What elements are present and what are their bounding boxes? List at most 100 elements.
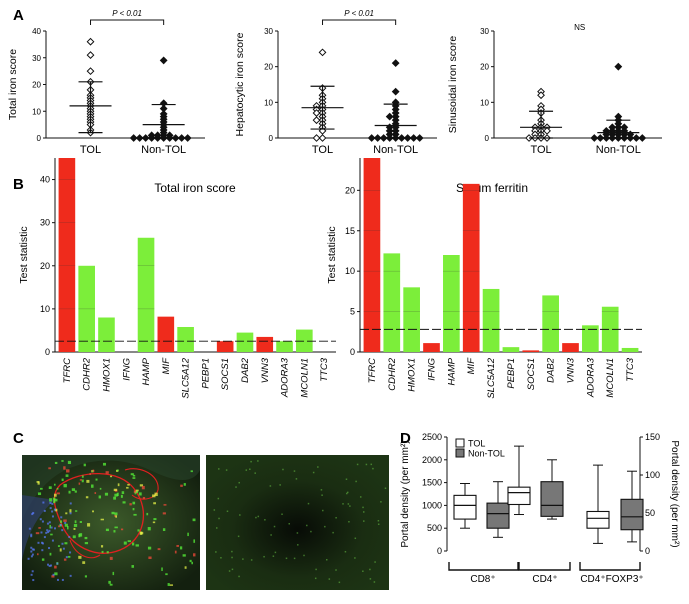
box-cd8-non-tol <box>486 502 510 529</box>
speckle <box>100 518 104 521</box>
speckle <box>59 548 62 552</box>
speckle <box>116 469 119 472</box>
box-cd4-tol <box>507 486 531 506</box>
speckle <box>306 524 308 527</box>
speckle <box>78 482 81 485</box>
speckle-blue <box>48 529 51 532</box>
speckle <box>73 527 76 530</box>
speckle <box>109 583 113 586</box>
data-point <box>312 109 321 117</box>
chart-total-iron-score-scatter: 0 10 20 30 40 Total iron score TOL Non-TOL P < 0… <box>7 9 205 156</box>
speckle <box>162 528 166 532</box>
bar-adora3 <box>582 325 599 352</box>
speckle <box>65 474 69 477</box>
category-label-ifng: IFNG <box>121 358 132 381</box>
speckle <box>133 513 137 516</box>
chart-hepatocytic-iron-score-scatter: 0 10 20 30 Hepatocytic iron score TOL Non-TOL P… <box>234 9 437 156</box>
speckle <box>71 488 76 491</box>
speckle <box>60 520 63 523</box>
speckle <box>52 497 56 501</box>
speckle-blue <box>68 535 71 538</box>
speckle <box>63 519 67 522</box>
y-tick-label: 10 <box>264 98 273 107</box>
bar-adora3 <box>276 341 293 352</box>
speckle <box>190 470 193 473</box>
speckle <box>362 511 365 513</box>
category-label-vnn3: VNN3 <box>566 357 577 383</box>
box-cd4-foxp3-non-tol <box>620 498 644 531</box>
bar-vnn3 <box>562 343 579 352</box>
category-label-hamp: HAMP <box>446 357 457 385</box>
speckle <box>61 478 64 482</box>
legend-swatch-tol <box>455 438 465 448</box>
y-tick-label: 0 <box>37 134 42 143</box>
speckle <box>74 490 77 493</box>
y-tick-label-right: 50 <box>645 508 655 518</box>
speckle <box>68 490 71 494</box>
speckle-blue <box>50 564 53 567</box>
speckle <box>377 520 380 522</box>
speckle <box>192 518 196 522</box>
speckle <box>279 484 281 486</box>
y-tick-label: 15 <box>345 226 355 236</box>
speckle <box>64 542 68 545</box>
speckle-blue <box>45 531 48 534</box>
speckle <box>153 518 157 521</box>
bar-hamp <box>443 255 460 352</box>
speckle <box>374 561 376 563</box>
speckle <box>137 529 140 532</box>
speckle <box>121 491 125 495</box>
category-label: TOL <box>80 144 101 156</box>
y-tick-label: 20 <box>40 261 50 271</box>
speckle-blue <box>31 553 34 556</box>
micrograph-left <box>22 455 200 590</box>
speckle <box>116 492 119 497</box>
speckle-blue <box>31 548 34 551</box>
speckle-blue <box>48 564 51 567</box>
speckle <box>157 548 161 551</box>
speckle <box>92 469 95 472</box>
speckle <box>82 561 86 564</box>
significance-bracket <box>90 19 165 25</box>
data-point <box>614 62 623 71</box>
speckle <box>74 520 77 524</box>
speckle <box>153 502 156 505</box>
speckle-blue <box>31 570 34 573</box>
box-cd4-non-tol <box>540 481 564 517</box>
bar-ifng <box>423 343 440 352</box>
category-label-mcoln1: MCOLN1 <box>605 358 616 398</box>
speckle-blue <box>30 546 33 549</box>
bar-hmox1 <box>98 317 115 352</box>
data-point <box>159 56 168 65</box>
speckle <box>65 512 68 515</box>
y-axis-label-left: Portal density (per mm²) <box>400 440 411 547</box>
speckle <box>72 535 76 539</box>
data-point <box>632 134 641 142</box>
bar-hmox1 <box>403 287 420 352</box>
speckle <box>98 495 102 499</box>
y-tick-label: 10 <box>40 304 50 314</box>
speckle-blue <box>41 549 44 552</box>
speckle <box>135 489 139 492</box>
speckle-blue <box>51 515 54 518</box>
speckle <box>131 565 134 568</box>
speckle <box>237 535 240 538</box>
speckle <box>297 544 299 546</box>
speckle-blue <box>47 563 50 566</box>
speckle <box>312 471 315 474</box>
speckle <box>120 494 123 498</box>
speckle-blue <box>62 547 65 550</box>
speckle <box>163 504 167 506</box>
chart-title: Total iron score <box>154 181 236 195</box>
speckle <box>354 557 356 559</box>
speckle <box>73 524 78 527</box>
speckle <box>48 486 52 489</box>
bar-socs1 <box>216 341 234 352</box>
data-point <box>135 134 144 142</box>
speckle <box>226 510 229 513</box>
speckle <box>146 512 149 516</box>
speckle <box>91 470 94 473</box>
y-axis-label: Sinusoidal iron score <box>447 36 459 134</box>
y-tick-label: 40 <box>40 175 50 185</box>
category-label-tfrc: TFRC <box>367 358 378 383</box>
